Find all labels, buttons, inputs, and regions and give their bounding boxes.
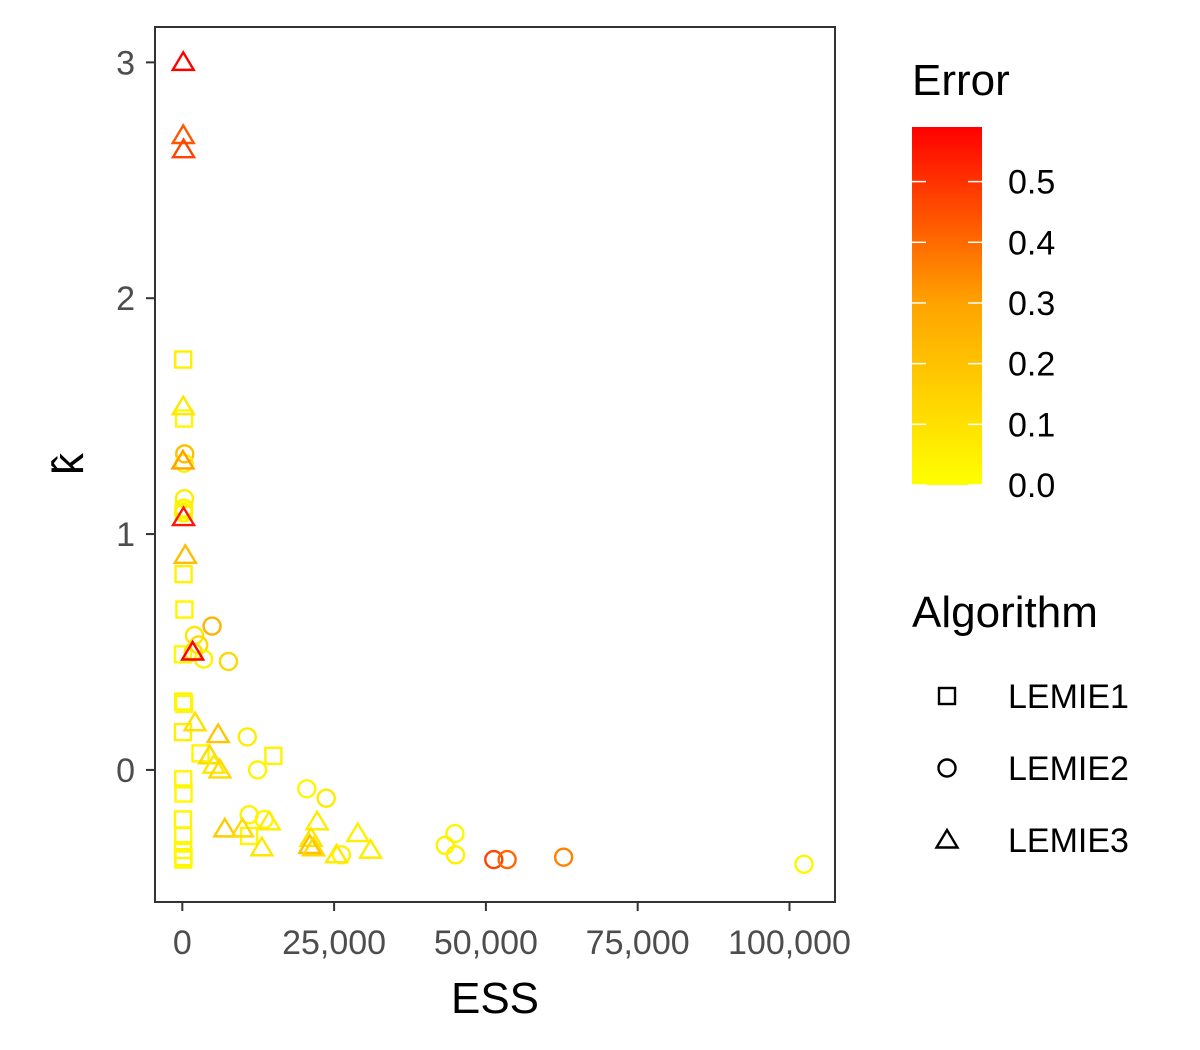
color-tick-label: 0.5 <box>1008 164 1055 202</box>
lemie2-point <box>316 788 336 808</box>
lemie3-point <box>205 722 231 744</box>
lemie2-point <box>237 727 257 747</box>
lemie3-point <box>357 837 384 859</box>
shape-legend-label: LEMIE2 <box>1008 750 1129 788</box>
color-legend-title: Error <box>912 56 1010 105</box>
y-tick-label: 1 <box>116 516 135 554</box>
lemie2-point <box>484 849 504 870</box>
lemie1-point <box>174 350 193 369</box>
y-tick-label: 3 <box>116 44 135 82</box>
lemie1-point <box>175 600 194 619</box>
lemie3-point <box>304 809 330 831</box>
lemie1-point <box>173 645 193 664</box>
lemie1-point <box>264 746 283 765</box>
color-tick-label: 0.0 <box>1008 467 1055 505</box>
circle-legend-key <box>937 758 957 778</box>
lemie1-point <box>174 409 194 428</box>
square-legend-key <box>937 686 957 706</box>
lemie3-point <box>182 710 208 732</box>
lemie3-point <box>170 394 196 416</box>
lemie3-point <box>297 833 323 855</box>
lemie3-point <box>170 505 197 527</box>
lemie3-point <box>180 639 206 661</box>
x-tick-label: 25,000 <box>282 924 386 962</box>
lemie1-point <box>174 770 193 789</box>
color-tick-label: 0.1 <box>1008 406 1055 444</box>
lemie3-point <box>323 842 350 864</box>
lemie2-point <box>445 823 465 844</box>
lemie3-point <box>201 752 227 774</box>
lemie2-point <box>497 849 517 870</box>
lemie1-point <box>174 784 193 803</box>
y-axis: 0 1 2 3 <box>116 44 155 790</box>
lemie2-point <box>435 835 455 856</box>
lemie2-point <box>202 616 222 636</box>
lemie3-point <box>229 816 256 838</box>
lemie3-point <box>170 137 197 159</box>
y-tick-label: 2 <box>116 280 135 318</box>
lemie1-point <box>174 850 193 869</box>
lemie2-point <box>218 651 239 672</box>
color-legend-ticks: 0.0 0.1 0.2 0.3 0.4 0.5 <box>912 164 1055 505</box>
color-tick-label: 0.4 <box>1008 224 1055 262</box>
lemie3-point <box>249 835 275 857</box>
lemie2-point <box>445 845 466 865</box>
x-tick-label: 75,000 <box>586 924 690 962</box>
lemie2-point <box>175 444 195 464</box>
lemie3-point <box>256 809 282 831</box>
shape-legend-items: LEMIE1 LEMIE2 LEMIE3 <box>934 678 1129 860</box>
lemie3-point <box>212 816 238 838</box>
x-axis: 0 25,000 50,000 75,000 100,000 <box>173 902 851 962</box>
lemie3-point <box>170 50 196 72</box>
x-tick-label: 50,000 <box>434 924 538 962</box>
lemie3-point <box>170 123 196 145</box>
shape-legend-label: LEMIE1 <box>1008 678 1129 716</box>
lemie3-point <box>170 448 196 470</box>
plot-frame <box>154 26 836 903</box>
y-axis-title: k̂ <box>44 452 93 475</box>
triangle-legend-key <box>934 827 960 849</box>
color-tick-label: 0.3 <box>1008 285 1055 323</box>
color-tick-label: 0.2 <box>1008 346 1055 384</box>
lemie3-point <box>300 835 327 857</box>
lemie3-point <box>172 542 198 565</box>
lemie2-point <box>247 760 268 780</box>
x-tick-label: 0 <box>173 924 192 962</box>
lemie3-point <box>298 825 324 848</box>
algorithm-shape-legend: Algorithm LEMIE1 LEMIE2 LEMIE3 <box>912 588 1129 860</box>
color-gradient-bar <box>912 127 982 485</box>
lemie2-point <box>297 779 317 799</box>
shape-legend-title: Algorithm <box>912 588 1098 637</box>
lemie1-point <box>174 826 193 846</box>
lemie2-point <box>173 503 194 523</box>
y-tick-label: 0 <box>116 752 135 790</box>
lemie3-point <box>345 821 371 843</box>
lemie2-point <box>553 847 574 867</box>
x-axis-title: ESS <box>451 974 539 1023</box>
lemie1-point <box>174 694 194 714</box>
lemie1-point <box>173 722 193 742</box>
lemie1-point <box>173 810 193 829</box>
shape-legend-label: LEMIE3 <box>1008 822 1129 860</box>
lemie3-point <box>207 757 233 779</box>
error-color-legend: Error 0.0 0.1 0.2 0.3 0.4 0.5 <box>912 56 1055 505</box>
lemie1-point <box>174 564 193 584</box>
points-layer <box>170 50 814 874</box>
lemie2-point <box>794 854 814 874</box>
x-tick-label: 100,000 <box>728 924 851 962</box>
